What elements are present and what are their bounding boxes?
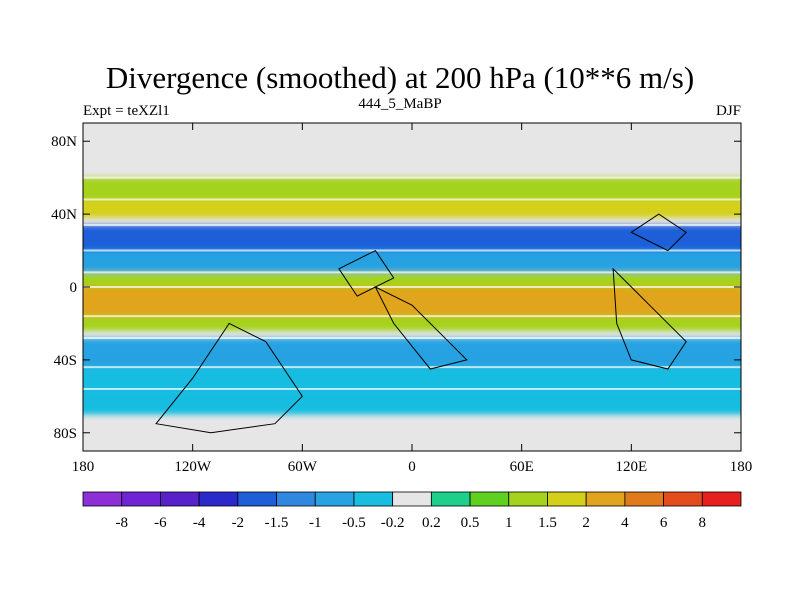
colorbar-label: 1.5 — [538, 515, 557, 531]
colorbar-label: -0.2 — [381, 515, 405, 531]
colorbar-swatch — [82, 491, 123, 507]
x-tick-label: 120E — [615, 459, 647, 475]
zonal-band-4 — [83, 272, 741, 287]
colorbar-swatch — [314, 491, 355, 507]
colorbar-swatch — [121, 491, 161, 507]
chart-title: Divergence (smoothed) at 200 hPa (10**6 … — [105, 60, 695, 95]
zonal-band-3 — [83, 250, 741, 273]
continent-outline-3 — [338, 249, 395, 297]
x-tick-label: 180 — [72, 459, 95, 475]
colorbar-swatch — [469, 491, 510, 507]
zonal-band-5 — [83, 287, 741, 317]
colorbar-label: 0.2 — [422, 515, 441, 531]
zonal-band-0 — [83, 177, 741, 200]
x-tick-label: 180 — [730, 459, 753, 475]
zonal-band-7 — [83, 338, 741, 368]
experiment-label: Expt = teXZl1 — [83, 103, 170, 119]
colorbar-label: 2 — [582, 515, 590, 531]
colorbar-swatch — [160, 491, 200, 507]
x-tick-label: 120W — [174, 459, 212, 475]
axes: 180 120W 60W 0 60E 120E 180 80N 40N 0 40S 80S — [51, 123, 752, 475]
colorbar-swatch — [547, 491, 587, 507]
colorbar-swatch — [353, 491, 394, 507]
colorbar-label: -6 — [154, 515, 167, 531]
y-tick-label: 0 — [70, 280, 78, 296]
y-tick-label: 40N — [51, 207, 77, 223]
zonal-band-6 — [83, 316, 741, 331]
colorbar-label: 6 — [660, 515, 668, 531]
colorbar-label: 1 — [505, 515, 513, 531]
continent-outline-0 — [155, 322, 303, 434]
colorbar-swatch — [663, 491, 703, 507]
season-label: DJF — [715, 103, 741, 119]
colorbar-label: 0.5 — [461, 515, 480, 531]
colorbar: -8 -6 -4 -2 -1.5 -1 -0.5 -0.2 0.2 0.5 1 1.5 2 4 6 8 — [82, 491, 742, 531]
divergence-field — [83, 177, 741, 415]
x-tick-label: 60W — [288, 459, 318, 475]
plot-area — [83, 123, 741, 451]
colorbar-swatch — [198, 491, 239, 507]
coastlines — [155, 213, 687, 434]
colorbar-label: 8 — [699, 515, 707, 531]
x-tick-label: 0 — [408, 459, 416, 475]
colorbar-label: -8 — [115, 515, 128, 531]
continent-outline-2 — [612, 267, 687, 370]
colorbar-swatch — [624, 491, 664, 507]
zonal-band-8 — [83, 367, 741, 390]
colorbar-label: -4 — [193, 515, 206, 531]
colorbar-swatch — [508, 491, 548, 507]
colorbar-swatch — [701, 491, 742, 507]
x-tick-label: 60E — [510, 459, 534, 475]
colorbar-swatch — [392, 491, 432, 507]
zonal-band-9 — [83, 389, 741, 415]
colorbar-label: 4 — [621, 515, 629, 531]
y-tick-label: 40S — [54, 353, 77, 369]
run-label: 444_5_MaBP — [358, 96, 442, 112]
colorbar-label: -1.5 — [265, 515, 289, 531]
colorbar-swatch — [430, 491, 471, 507]
continent-outline-1 — [374, 285, 468, 370]
y-tick-label: 80N — [51, 134, 77, 150]
continent-outline-4 — [630, 213, 687, 252]
colorbar-swatch — [237, 491, 277, 507]
zonal-band-1 — [83, 199, 741, 218]
y-tick-label: 80S — [54, 426, 77, 442]
colorbar-label: -0.5 — [342, 515, 366, 531]
colorbar-label: -2 — [232, 515, 245, 531]
zonal-band-2 — [83, 225, 741, 251]
colorbar-swatch — [276, 491, 316, 507]
colorbar-swatch — [585, 491, 626, 507]
colorbar-label: -1 — [309, 515, 322, 531]
